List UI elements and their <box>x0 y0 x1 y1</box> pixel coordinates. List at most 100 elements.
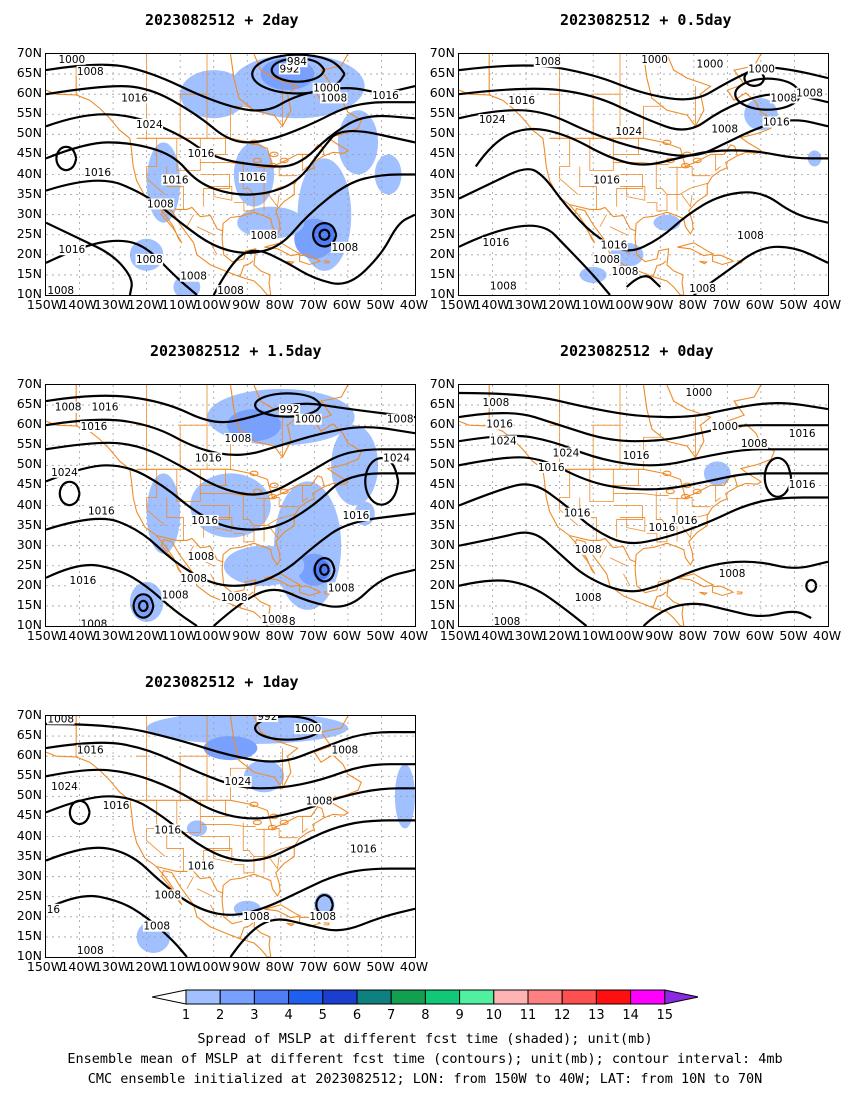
contour-label-bg <box>46 903 61 915</box>
lat-tick-label: 15N <box>429 596 455 612</box>
contour-label: 1000 <box>748 63 775 75</box>
contour-label-bg <box>640 54 669 65</box>
lat-tick-label: 60N <box>16 416 42 432</box>
contour-label: 1016 <box>188 148 215 160</box>
contour-label-bg <box>685 387 713 399</box>
contour-label-bg <box>190 514 219 526</box>
lat-tick-label: 55N <box>16 767 42 783</box>
contour-label-bg <box>135 118 164 130</box>
lon-tick-label: 120W <box>540 297 577 312</box>
contour-label: 1016 <box>84 167 111 179</box>
colorbar-segment <box>356 989 392 1005</box>
contour-label: 992 <box>280 404 300 416</box>
contour-label-bg <box>153 889 182 901</box>
lat-tick-label: 10N <box>16 948 42 963</box>
contour-label-bg <box>69 575 97 587</box>
lat-tick-label: 45N <box>16 145 42 161</box>
contour-label-bg <box>371 89 400 101</box>
contour-label: 1000 <box>641 54 668 66</box>
colorbar-segment <box>185 989 221 1005</box>
lat-tick-label: 15N <box>429 265 455 281</box>
colorbar-label: 15 <box>656 1008 674 1023</box>
colorbar-label: 5 <box>318 1008 327 1023</box>
lon-tick-label: 150W <box>439 628 477 643</box>
contour-label-bg <box>161 589 189 601</box>
contour-label-bg <box>87 505 116 517</box>
contour-label: 1016 <box>343 510 370 522</box>
contour-label: 1000 <box>711 421 738 433</box>
contour-label: 1016 <box>789 479 816 491</box>
colorbar-label: 6 <box>352 1008 362 1023</box>
contour-label-bg <box>80 618 108 626</box>
colorbar-segment <box>459 989 495 1005</box>
contour-label-bg <box>142 920 171 932</box>
lon-tick-label: 130W <box>93 628 131 643</box>
contour-label-bg <box>342 510 370 522</box>
contour-label-bg <box>747 63 776 75</box>
contour-label: 1008 <box>147 198 174 210</box>
contour-label-bg <box>91 401 119 413</box>
lat-tick-label: 45N <box>16 476 42 492</box>
contour-label: 1008 <box>81 619 108 626</box>
contour-label: 1008 <box>719 568 746 580</box>
lon-tick-label: 140W <box>473 628 510 643</box>
contour-label: 1016 <box>593 174 620 186</box>
contour-label: 1016 <box>623 450 650 462</box>
contour-label: 1008 <box>711 124 738 136</box>
contour-label-bg <box>592 253 621 265</box>
contour-label-bg <box>552 447 580 459</box>
lon-tick-label: 40W <box>399 959 429 974</box>
lon-tick-label: 70W <box>712 297 741 312</box>
lon-tick-label: 110W <box>574 628 611 643</box>
contour-label-bg <box>294 413 322 425</box>
contour-label: 1016 <box>88 505 115 517</box>
contour-label-bg <box>493 616 521 626</box>
lat-tick-label: 30N <box>16 867 42 883</box>
lon-tick-label: 130W <box>506 297 544 312</box>
lon-tick-label: 130W <box>93 297 131 312</box>
contour-label: 1016 <box>763 116 790 128</box>
contour-label-bg <box>146 198 175 210</box>
contour-label-bg <box>278 63 301 75</box>
lon-tick-label: 150W <box>439 297 477 312</box>
lat-tick-label: 30N <box>16 205 42 221</box>
map-area: 1000 1008 992 984 1000 1008 1016 1024 1016 1016 10… <box>45 53 416 296</box>
contour-label: 16 <box>47 904 61 916</box>
colorbar-segment <box>527 989 563 1005</box>
contour-label-bg <box>308 911 337 923</box>
caption-init: CMC ensemble initialized at 2023082512; … <box>87 1071 763 1087</box>
contour-label-bg <box>58 244 86 256</box>
lat-tick-label: 25N <box>429 225 455 241</box>
contour-label: 984 <box>287 56 307 68</box>
lon-tick-label: 140W <box>60 959 97 974</box>
colorbar-segment <box>424 989 461 1005</box>
contour-label-bg <box>58 54 86 65</box>
contour-label: 992 <box>257 716 277 723</box>
contour-label: 1008 <box>483 397 510 409</box>
colorbar-segment <box>322 989 358 1005</box>
contour-label-bg <box>600 239 628 251</box>
lat-tick-label: 35N <box>16 847 42 863</box>
contour-label-bg <box>489 435 518 447</box>
lon-tick-label: 120W <box>127 628 164 643</box>
lon-tick-label: 130W <box>506 628 544 643</box>
panel-title: 2023082512 + 1.5day <box>150 342 322 360</box>
contour-label-bg <box>574 592 602 604</box>
lat-tick-label: 10N <box>16 286 42 301</box>
lon-tick-label: 70W <box>712 628 741 643</box>
lat-tick-label: 60N <box>16 85 42 101</box>
contour-label: 1016 <box>58 244 85 256</box>
contour-label: 1016 <box>77 745 104 757</box>
lon-tick-label: 140W <box>60 628 97 643</box>
lat-tick-label: 15N <box>16 927 42 943</box>
lon-tick-label: 100W <box>194 628 231 643</box>
colorbar-label: 3 <box>250 1008 259 1023</box>
lon-tick-label: 50W <box>366 628 395 643</box>
contour-label-bg <box>718 567 746 579</box>
spread-shading <box>314 222 335 247</box>
contour-label-bg <box>382 452 411 464</box>
lat-tick-label: 35N <box>429 185 455 201</box>
caption-mean: Ensemble mean of MSLP at different fcst … <box>67 1051 783 1067</box>
